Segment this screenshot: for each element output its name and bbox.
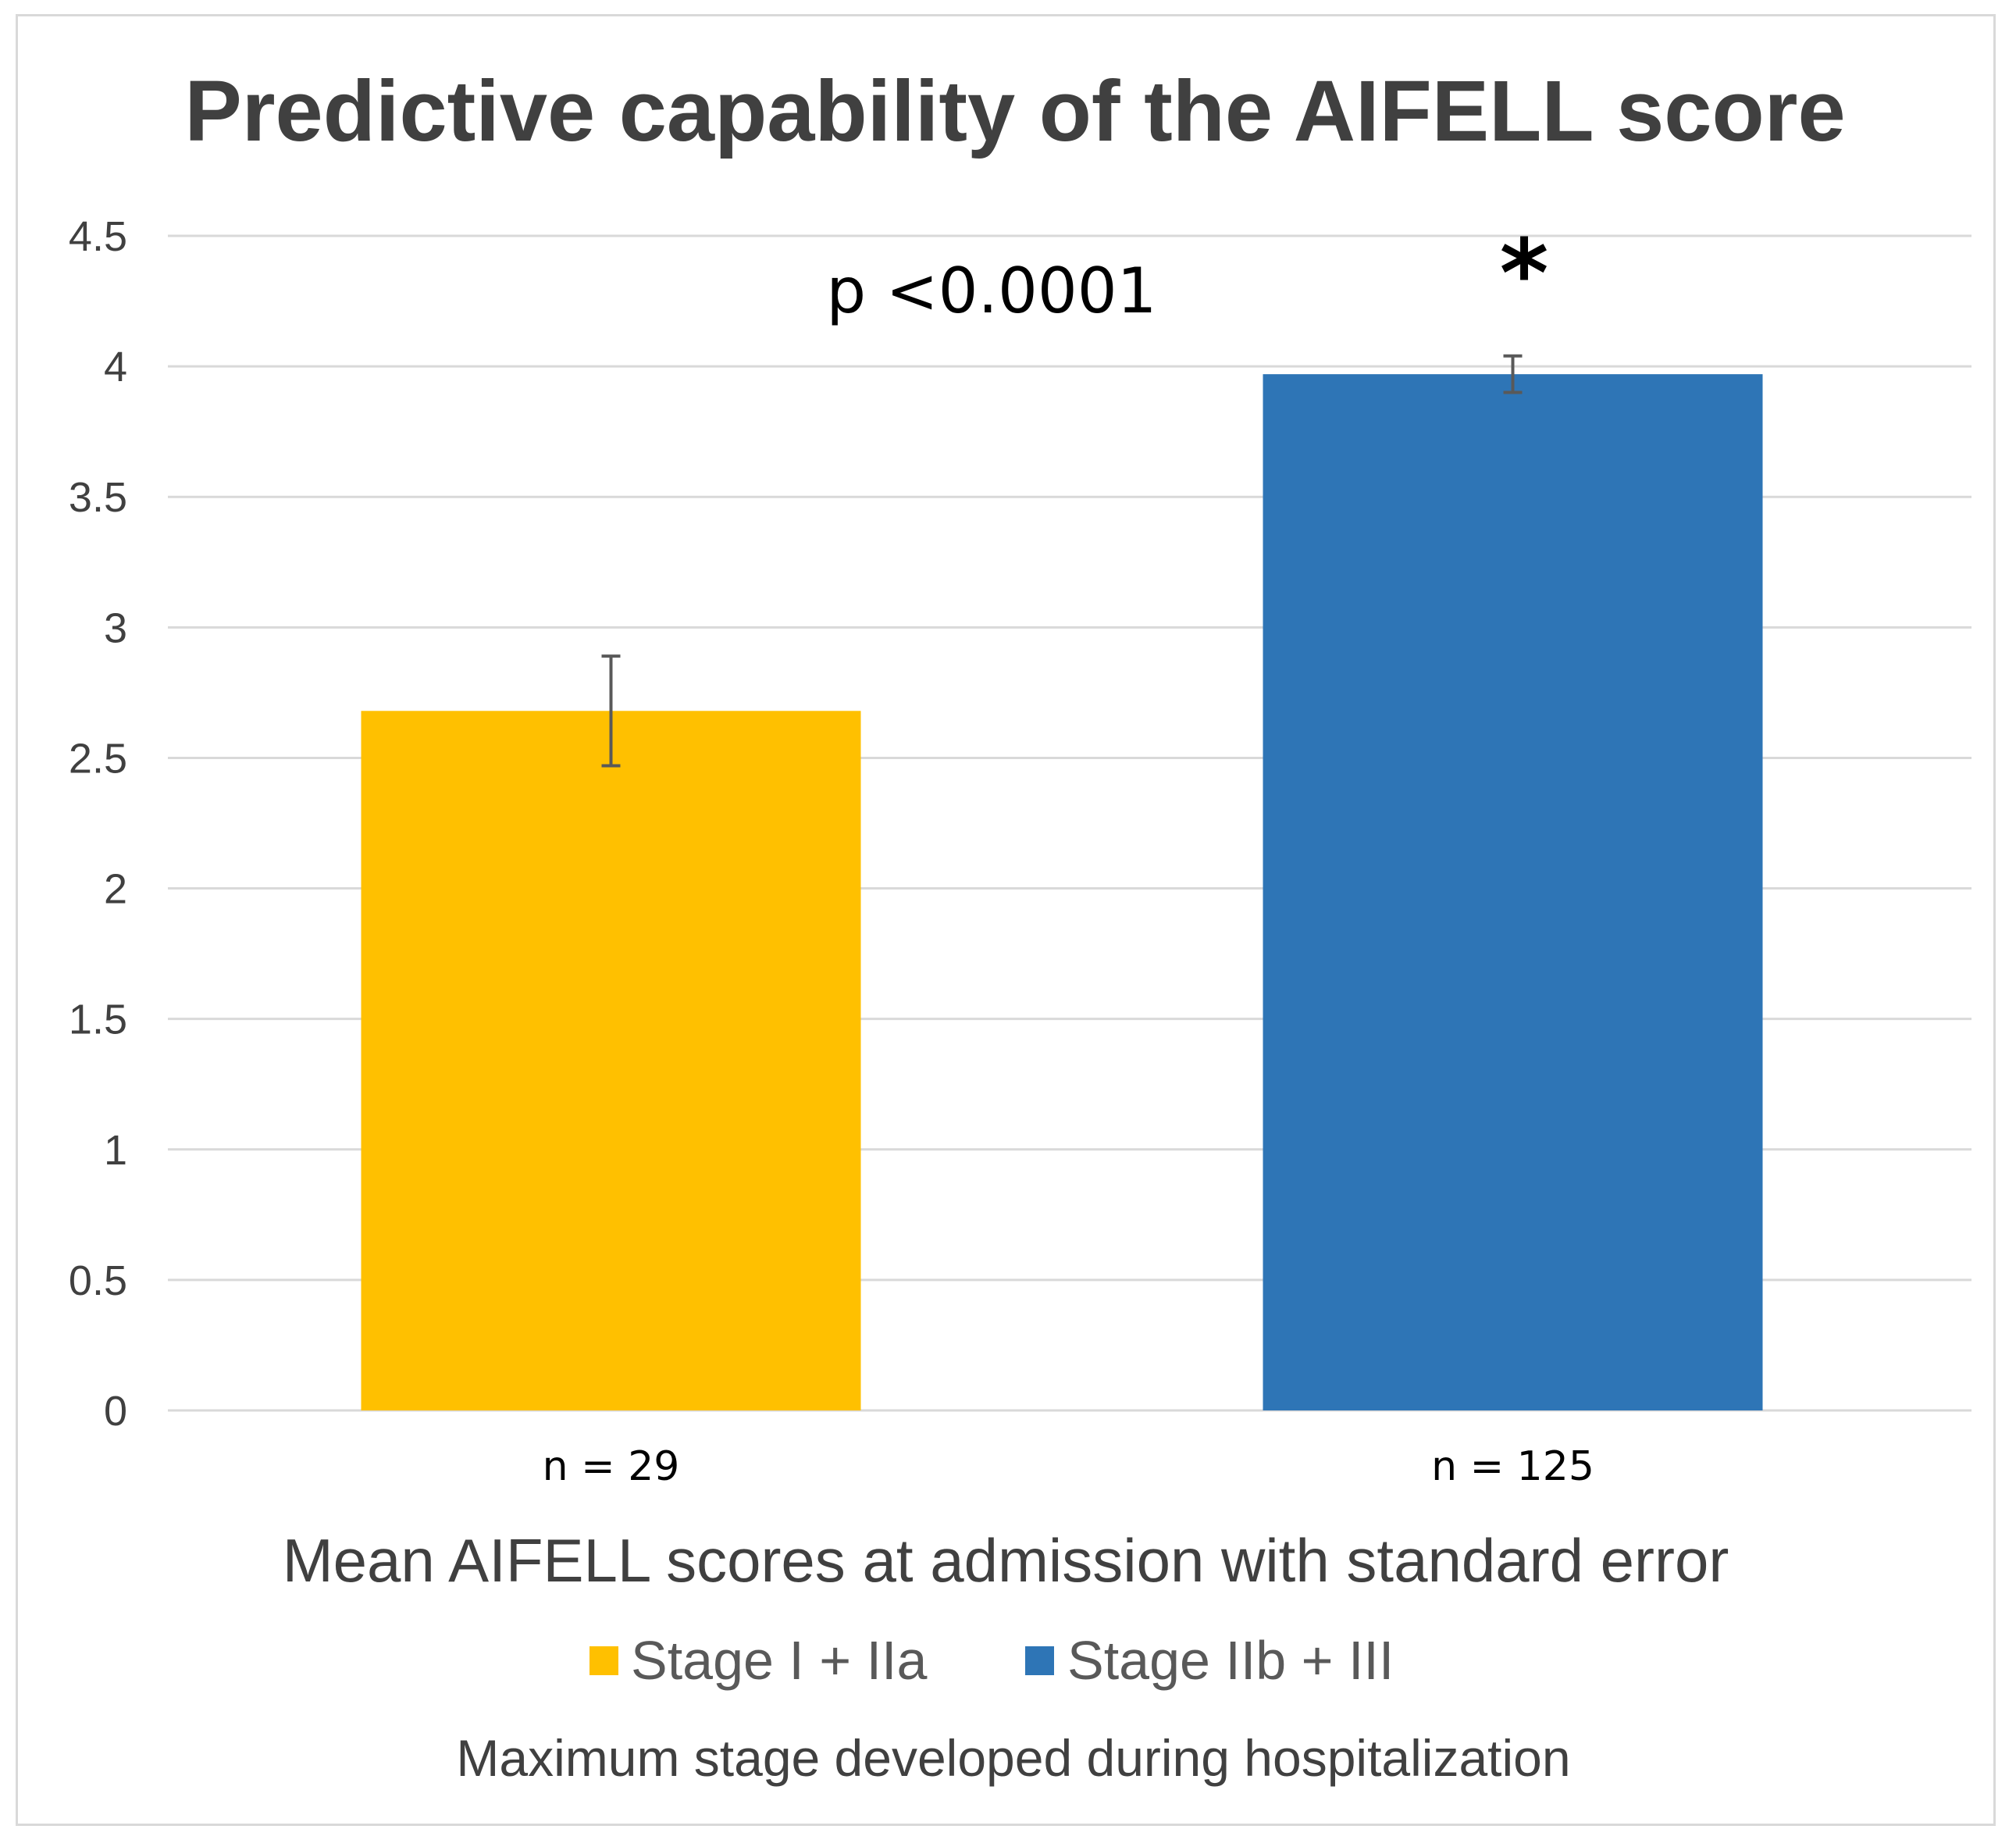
error-bars [601, 354, 1523, 768]
y-tick-label: 4 [104, 344, 127, 390]
bar [361, 711, 861, 1410]
y-tick-label: 3.5 [69, 474, 127, 521]
y-tick-label: 2 [104, 866, 127, 913]
legend-label: Stage IIb + III [1067, 1630, 1394, 1691]
legend-swatch [589, 1646, 618, 1675]
x-category-label: n = 29 [543, 1443, 680, 1490]
legend-swatch [1025, 1646, 1054, 1675]
chart-title: Predictive capability of the AIFELL scor… [184, 63, 1845, 159]
x-axis-title: Mean AIFELL scores at admission with sta… [283, 1526, 1729, 1595]
y-tick-label: 1.5 [69, 997, 127, 1043]
y-axis-tick-labels: 0 0.5 1 1.5 2 2.5 3 3.5 4 4.5 [69, 213, 127, 1435]
bar [1263, 374, 1763, 1410]
p-value-annotation: p <0.0001 [826, 255, 1156, 327]
y-tick-label: 3 [104, 604, 127, 651]
legend-label: Stage I + IIa [631, 1630, 927, 1691]
x-category-label: n = 125 [1431, 1443, 1594, 1490]
y-tick-label: 1 [104, 1127, 127, 1174]
y-tick-label: 0.5 [69, 1257, 127, 1304]
legend-title: Maximum stage developed during hospitali… [456, 1729, 1570, 1787]
significance-star-annotation: * [1500, 220, 1549, 329]
x-axis-category-labels: n = 29 n = 125 [543, 1443, 1594, 1490]
bars [361, 374, 1763, 1410]
y-tick-label: 4.5 [69, 213, 127, 260]
legend: Stage I + IIa Stage IIb + III [589, 1630, 1394, 1691]
y-tick-label: 0 [104, 1388, 127, 1435]
y-tick-label: 2.5 [69, 735, 127, 782]
